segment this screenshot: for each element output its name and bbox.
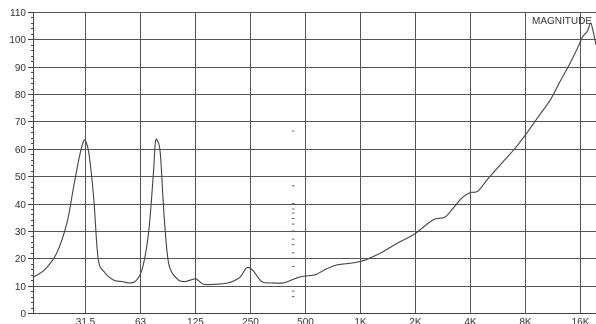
- y-tick-label-10: 10: [15, 282, 27, 293]
- x-tick-labels: 31.5 63 125 250 500 1K 2K 4K 8K 16K: [76, 317, 590, 324]
- x-tick-label-125: 125: [187, 317, 204, 324]
- y-tick-label-20: 20: [15, 254, 27, 265]
- y-tick-label-90: 90: [15, 63, 27, 74]
- x-tick-label-2K: 2K: [409, 317, 422, 324]
- y-tick-labels: 0 10 20 30 40 50 60 70 80 90 100 110: [9, 8, 26, 320]
- x-tick-label-63: 63: [135, 317, 147, 324]
- x-tick-label-16K: 16K: [572, 317, 590, 324]
- x-tick-label-4K: 4K: [464, 317, 477, 324]
- x-tick-label-500: 500: [297, 317, 314, 324]
- y-tick-label-80: 80: [15, 90, 27, 101]
- y-tick-label-110: 110: [10, 8, 26, 19]
- y-tick-label-30: 30: [15, 227, 27, 238]
- x-tick-label-250: 250: [242, 317, 259, 324]
- y-tick-label-100: 100: [9, 35, 26, 46]
- x-tick-label-1K: 1K: [354, 317, 367, 324]
- x-tick-label-8K: 8K: [519, 317, 532, 324]
- y-tick-label-0: 0: [20, 309, 26, 320]
- series-line-magnitude: [32, 22, 596, 286]
- y-tick-label-50: 50: [15, 172, 27, 183]
- y-tick-label-40: 40: [15, 200, 27, 211]
- center-markers: [291, 130, 295, 298]
- y-tick-label-60: 60: [15, 145, 27, 156]
- legend-entry-magnitude: MAGNITUDE: [532, 16, 592, 27]
- horizontal-gridlines: [33, 12, 596, 287]
- vertical-gridlines: [85, 12, 581, 313]
- axes: [28, 12, 596, 314]
- y-tick-label-70: 70: [15, 117, 27, 128]
- x-tick-label-31.5: 31.5: [76, 317, 96, 324]
